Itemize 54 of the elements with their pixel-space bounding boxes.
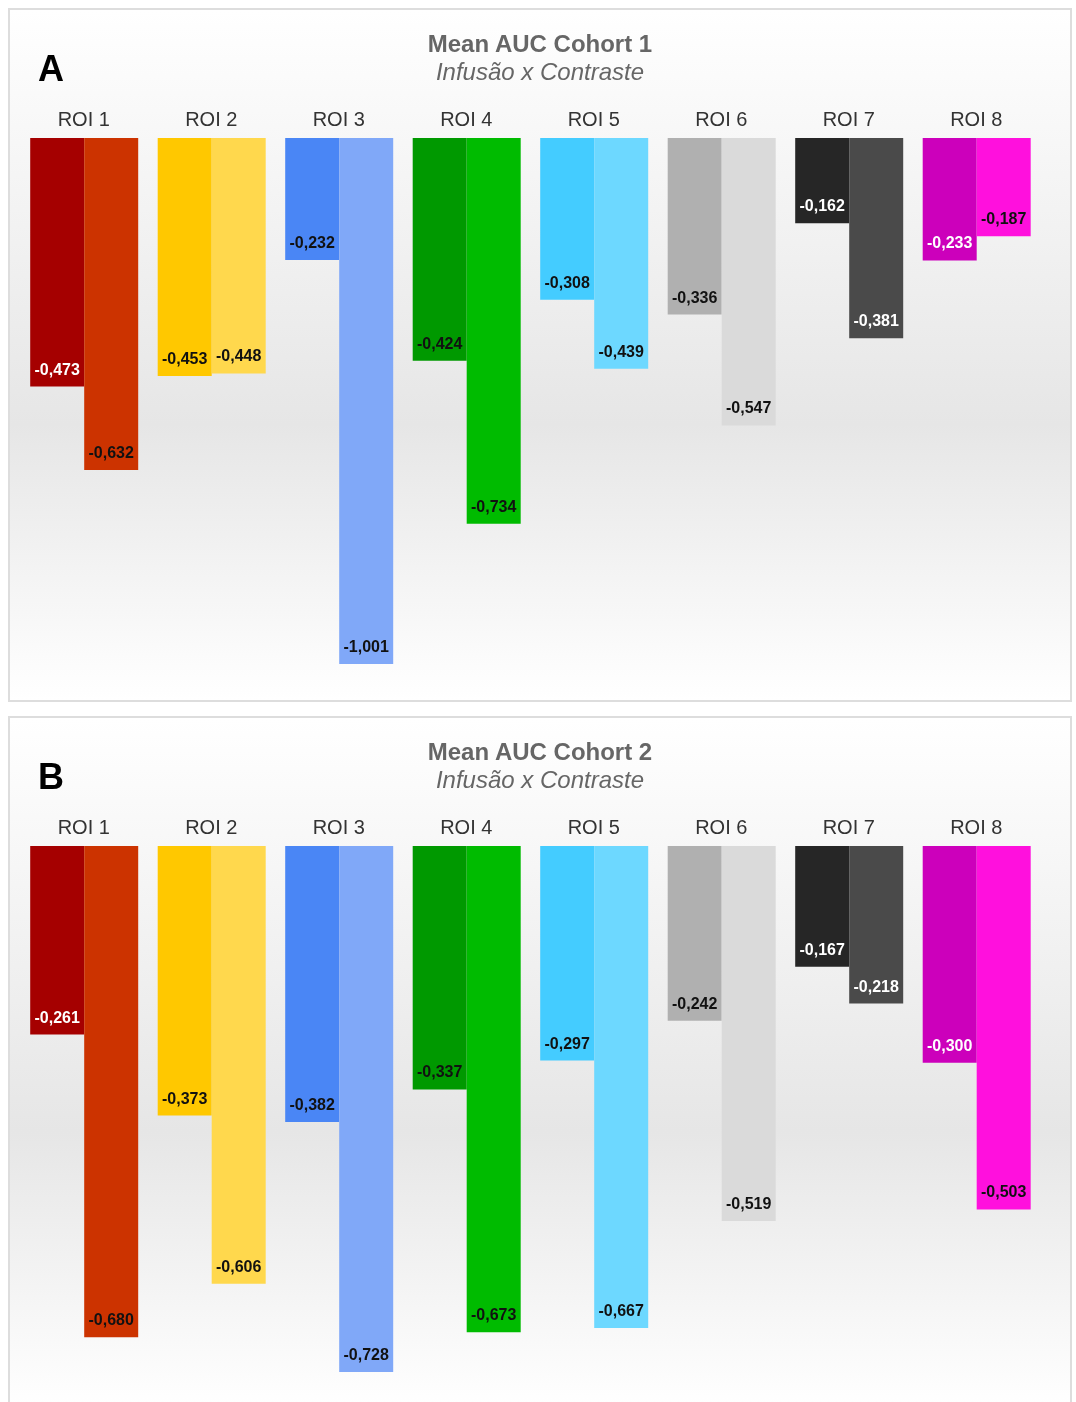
data-label: -0,336: [672, 288, 718, 306]
data-label: -0,300: [927, 1036, 973, 1054]
data-label: -0,547: [726, 399, 772, 417]
data-label: -0,519: [726, 1194, 772, 1212]
data-label: -0,680: [88, 1311, 134, 1329]
data-label: -0,261: [34, 1008, 80, 1026]
text: B: [38, 756, 64, 798]
data-label: -0,308: [544, 273, 590, 291]
data-label: -0,632: [88, 444, 134, 462]
x-tick-label: ROI 8: [950, 108, 1003, 130]
data-label: -0,728: [343, 1346, 389, 1363]
text: A: [38, 48, 64, 90]
x-tick-label: ROI 3: [312, 108, 365, 130]
chart-subtitle: Infusão x Contraste: [435, 766, 645, 793]
chart-subtitle: Infusão x Contraste: [435, 58, 645, 85]
data-label: -0,473: [34, 360, 80, 378]
data-label: -0,297: [544, 1034, 590, 1052]
data-label: -0,187: [981, 210, 1027, 228]
x-tick-label: ROI 8: [950, 816, 1003, 838]
data-label: -0,232: [289, 233, 335, 251]
data-label: -0,667: [598, 1301, 644, 1319]
data-label: -0,673: [471, 1306, 517, 1324]
x-tick-label: ROI 3: [312, 816, 365, 838]
data-label: -0,167: [799, 940, 845, 958]
data-label: -0,439: [598, 342, 644, 360]
x-tick-label: ROI 4: [440, 816, 493, 838]
x-tick-label: ROI 1: [57, 816, 110, 838]
data-label: -0,218: [853, 977, 899, 995]
data-label: -0,233: [927, 234, 973, 252]
x-tick-label: ROI 2: [185, 108, 238, 130]
x-tick-label: ROI 1: [57, 108, 110, 130]
data-label: -0,381: [853, 312, 899, 330]
data-label: -0,453: [162, 350, 208, 368]
data-label: -0,337: [417, 1063, 463, 1081]
data-label: -0,503: [981, 1183, 1027, 1201]
chart-title: Mean AUC Cohort 2: [427, 738, 653, 765]
data-label: -1,001: [343, 638, 389, 655]
data-label: -0,242: [672, 994, 718, 1012]
data-label: -0,424: [417, 334, 463, 352]
data-label: -0,448: [216, 347, 262, 365]
x-tick-label: ROI 2: [185, 816, 238, 838]
x-tick-label: ROI 7: [822, 108, 875, 130]
data-label: -0,373: [162, 1089, 208, 1107]
x-tick-label: ROI 5: [567, 108, 620, 130]
x-tick-label: ROI 4: [440, 108, 493, 130]
data-label: -0,734: [471, 497, 517, 515]
x-tick-label: ROI 6: [695, 108, 748, 130]
chart-title: Mean AUC Cohort 1: [427, 30, 653, 57]
data-label: -0,382: [289, 1096, 335, 1114]
data-label: -0,606: [216, 1257, 262, 1275]
data-label: -0,162: [799, 197, 845, 215]
x-tick-label: ROI 5: [567, 816, 620, 838]
x-tick-label: ROI 6: [695, 816, 748, 838]
x-tick-label: ROI 7: [822, 816, 875, 838]
